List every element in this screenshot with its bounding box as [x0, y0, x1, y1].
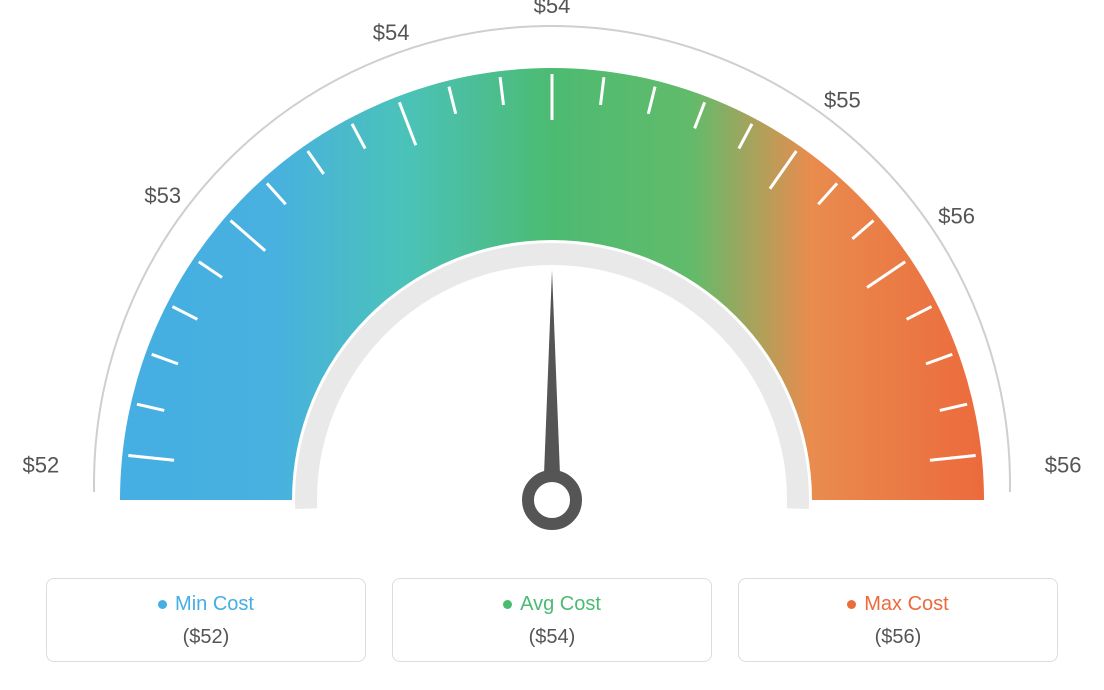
- legend-dot-max: [847, 600, 856, 609]
- legend-label-max: Max Cost: [864, 593, 948, 616]
- legend-row: Min Cost ($52) Avg Cost ($54) Max Cost (…: [0, 578, 1104, 662]
- legend-card-max: Max Cost ($56): [738, 578, 1058, 662]
- gauge-area: $52 $53 $54 $54 $55 $56 $56: [0, 0, 1104, 560]
- gauge-needle: [543, 270, 561, 500]
- legend-title-avg: Avg Cost: [503, 593, 601, 616]
- gauge-tick-label: $55: [824, 87, 861, 112]
- legend-card-avg: Avg Cost ($54): [392, 578, 712, 662]
- legend-label-min: Min Cost: [175, 593, 254, 616]
- gauge-tick-label: $53: [144, 183, 181, 208]
- legend-dot-min: [158, 600, 167, 609]
- gauge-svg: $52 $53 $54 $54 $55 $56 $56: [0, 0, 1104, 560]
- legend-value-min: ($52): [47, 626, 365, 649]
- gauge-tick-label: $52: [22, 453, 59, 478]
- legend-title-max: Max Cost: [847, 593, 948, 616]
- gauge-tick-label: $56: [1045, 453, 1082, 478]
- gauge-chart-container: $52 $53 $54 $54 $55 $56 $56 Min Cost ($52) Avg…: [0, 0, 1104, 690]
- gauge-pivot: [528, 476, 576, 524]
- gauge-tick-label: $54: [534, 0, 571, 18]
- legend-value-max: ($56): [739, 626, 1057, 649]
- legend-card-min: Min Cost ($52): [46, 578, 366, 662]
- legend-dot-avg: [503, 600, 512, 609]
- legend-value-avg: ($54): [393, 626, 711, 649]
- legend-title-min: Min Cost: [158, 593, 254, 616]
- gauge-tick-label: $54: [373, 20, 410, 45]
- legend-label-avg: Avg Cost: [520, 593, 601, 616]
- gauge-tick-label: $56: [938, 204, 975, 229]
